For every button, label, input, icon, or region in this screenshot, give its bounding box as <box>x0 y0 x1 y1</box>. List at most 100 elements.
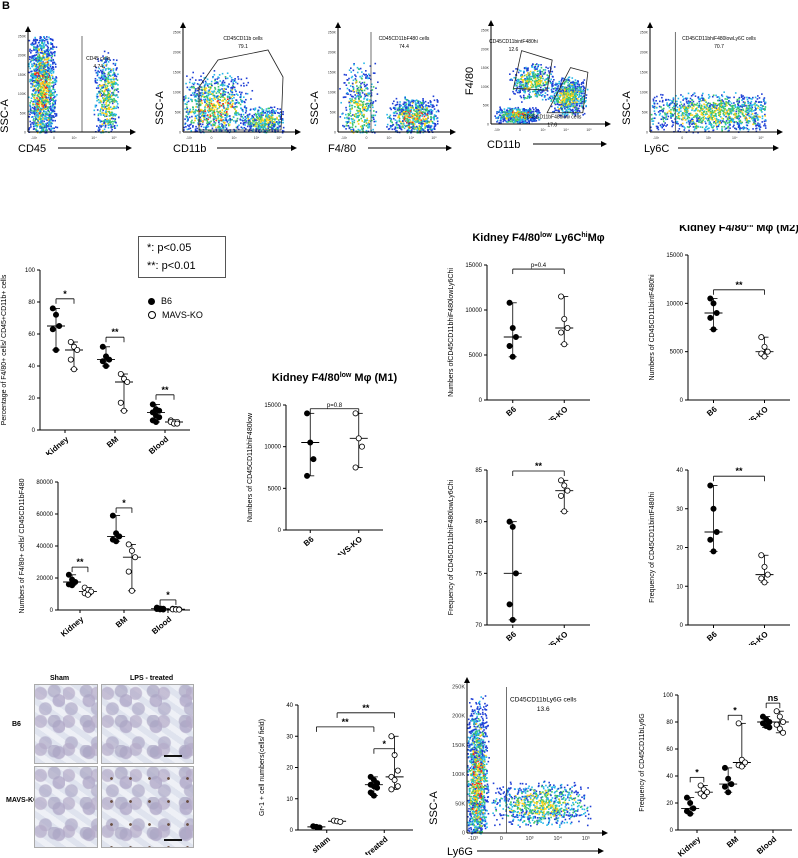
flow-event <box>107 108 109 110</box>
flow-event <box>203 116 206 119</box>
flow-event <box>34 79 37 82</box>
flow-event <box>42 61 44 63</box>
flow-event <box>50 38 53 41</box>
flow-event <box>271 130 274 133</box>
flow-event <box>355 130 357 132</box>
flow-event <box>346 117 349 120</box>
flow-event <box>585 104 588 107</box>
flow-event <box>578 100 580 103</box>
flow-event <box>51 94 54 96</box>
flow-event <box>200 108 202 111</box>
flow-event <box>360 111 363 113</box>
flow-event <box>350 95 353 98</box>
flow-event <box>404 109 406 111</box>
flow-event <box>273 110 275 113</box>
flow-event <box>357 114 360 117</box>
flow-event <box>365 121 368 124</box>
flow-event <box>402 109 404 111</box>
flow-event <box>50 121 52 124</box>
flow-event <box>36 46 38 48</box>
flow-event <box>227 106 229 108</box>
flow-event <box>409 116 412 118</box>
flow-event <box>42 130 45 132</box>
flow-event <box>53 130 56 133</box>
flow-event <box>106 95 108 98</box>
flow-event <box>231 91 234 94</box>
flow-event <box>47 69 49 72</box>
flow-event <box>433 99 436 102</box>
flow-event <box>111 78 113 81</box>
flow-event <box>262 128 265 130</box>
flow-event <box>417 120 419 122</box>
flow-event <box>530 82 533 84</box>
flow-event <box>422 100 424 102</box>
flow-event <box>272 112 275 114</box>
flow-event <box>219 115 222 118</box>
flow-event <box>408 126 411 129</box>
flow-event <box>429 105 431 108</box>
flow-event <box>578 93 581 95</box>
flow-event <box>235 110 238 112</box>
flow-event <box>400 121 402 123</box>
flow-event <box>232 84 234 87</box>
flow-event <box>41 82 43 85</box>
flow-event <box>48 49 51 51</box>
flow-event <box>231 105 234 108</box>
flow-event <box>561 85 563 88</box>
flow-event <box>562 82 564 85</box>
flow-event <box>413 125 416 128</box>
flow-event <box>278 112 280 115</box>
flow-event <box>372 128 374 131</box>
flow-event <box>235 81 237 84</box>
flow-event <box>420 121 423 124</box>
flow-event <box>211 98 213 100</box>
flow-event <box>37 52 40 55</box>
flow-event <box>409 121 411 124</box>
flow-event <box>34 122 37 125</box>
flow-event <box>557 96 560 99</box>
flow-event <box>192 126 194 128</box>
flow-event <box>190 94 193 96</box>
flow-event <box>551 95 554 98</box>
flow-event <box>274 112 276 114</box>
flow-event <box>362 73 365 75</box>
flow-event <box>403 118 405 121</box>
flow-event <box>194 112 197 114</box>
flow-event <box>522 79 525 81</box>
flow-x-label: CD45 <box>18 143 46 155</box>
flow-event <box>349 110 352 112</box>
flow-event <box>54 81 57 84</box>
flow-event <box>372 102 374 105</box>
flow-event <box>355 113 357 115</box>
flow-event <box>31 44 33 46</box>
flow-event <box>551 82 554 85</box>
flow-event <box>217 126 219 129</box>
flow-event <box>209 110 212 112</box>
flow-event <box>114 94 116 97</box>
flow-event <box>43 42 46 44</box>
flow-event <box>195 88 197 90</box>
flow-event <box>372 114 375 117</box>
flow-event <box>544 92 547 94</box>
flow-event <box>558 114 561 117</box>
flow-event <box>43 130 46 132</box>
flow-event <box>356 91 358 94</box>
flow-event <box>29 104 31 106</box>
flow-event <box>213 111 216 114</box>
flow-event <box>520 96 523 99</box>
flow-event <box>35 59 37 62</box>
flow-event <box>276 116 278 119</box>
flow-event <box>186 86 189 89</box>
flow-event <box>38 113 40 115</box>
flow-event <box>246 125 249 128</box>
flow-event <box>522 94 525 97</box>
flow-event <box>267 111 269 113</box>
flow-event <box>216 90 219 93</box>
flow-event <box>219 105 221 108</box>
flow-event <box>209 115 212 117</box>
flow-event <box>564 111 567 113</box>
flow-event <box>266 120 268 122</box>
flow-event <box>272 111 275 113</box>
flow-event <box>418 109 420 112</box>
flow-event <box>219 99 221 101</box>
